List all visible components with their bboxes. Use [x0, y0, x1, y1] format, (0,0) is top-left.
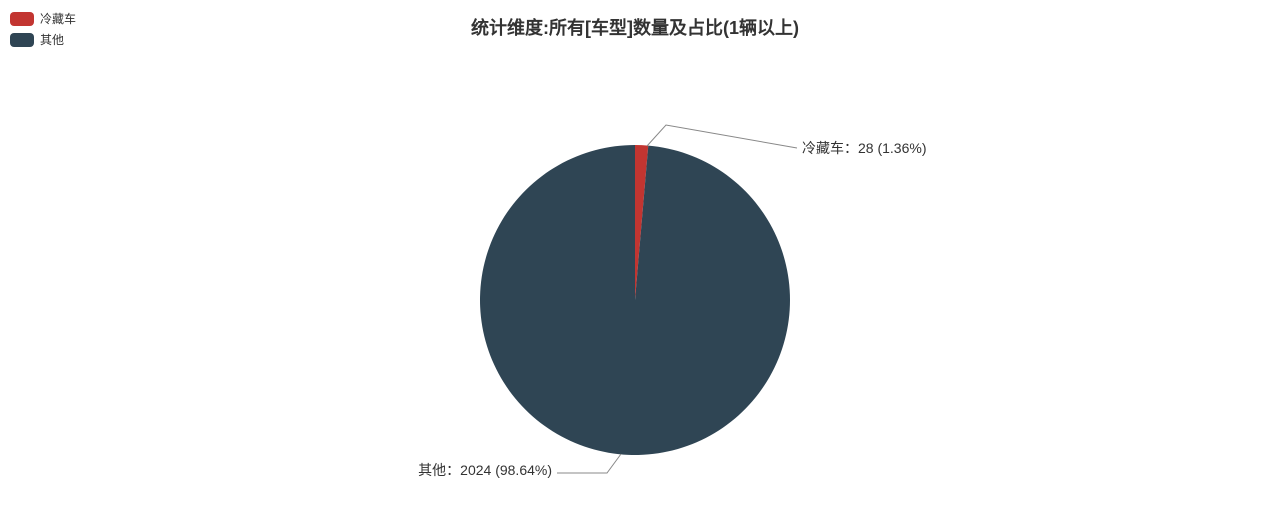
- leader-line: [647, 125, 797, 148]
- pie-slices: [480, 145, 790, 455]
- slice-label: 其他：2024 (98.64%): [418, 462, 552, 478]
- leader-line: [557, 454, 621, 473]
- slice-label: 冷藏车：28 (1.36%): [802, 140, 926, 156]
- pie-slice[interactable]: [480, 145, 790, 455]
- pie-chart: 冷藏车：28 (1.36%) 其他：2024 (98.64%): [0, 0, 1270, 511]
